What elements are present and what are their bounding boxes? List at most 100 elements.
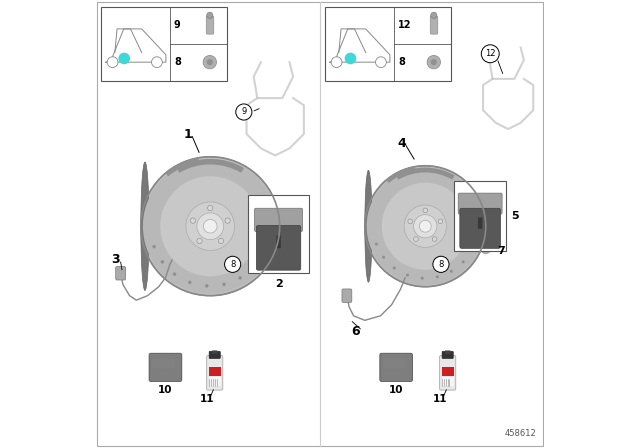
Text: 8: 8 (230, 260, 236, 269)
FancyBboxPatch shape (257, 225, 301, 270)
Circle shape (197, 238, 202, 244)
Wedge shape (396, 168, 454, 180)
Circle shape (481, 45, 499, 63)
Circle shape (432, 237, 437, 241)
FancyBboxPatch shape (101, 7, 227, 81)
FancyBboxPatch shape (383, 359, 405, 368)
Circle shape (190, 218, 196, 223)
Text: 2: 2 (275, 280, 282, 289)
Circle shape (413, 237, 419, 241)
FancyBboxPatch shape (207, 356, 223, 390)
FancyBboxPatch shape (342, 289, 352, 302)
Circle shape (107, 57, 118, 68)
Text: 8: 8 (398, 57, 405, 67)
FancyBboxPatch shape (248, 195, 308, 273)
Circle shape (419, 220, 431, 232)
FancyBboxPatch shape (430, 16, 438, 34)
Circle shape (427, 56, 440, 69)
Text: 5: 5 (511, 211, 519, 221)
FancyBboxPatch shape (255, 208, 303, 232)
Circle shape (438, 219, 443, 224)
Text: 3: 3 (111, 253, 120, 267)
Circle shape (205, 284, 209, 288)
Circle shape (186, 202, 234, 250)
Circle shape (204, 220, 217, 233)
Circle shape (222, 283, 226, 286)
Circle shape (461, 260, 465, 263)
FancyBboxPatch shape (442, 377, 454, 386)
Text: 4: 4 (397, 137, 406, 150)
Circle shape (376, 57, 387, 68)
Circle shape (207, 12, 213, 18)
FancyBboxPatch shape (458, 193, 502, 214)
Circle shape (436, 276, 439, 278)
FancyBboxPatch shape (445, 350, 451, 354)
Circle shape (365, 166, 486, 287)
Circle shape (218, 238, 223, 244)
Circle shape (475, 234, 478, 237)
Circle shape (367, 168, 484, 285)
FancyBboxPatch shape (276, 236, 281, 248)
FancyBboxPatch shape (209, 377, 221, 386)
Circle shape (173, 272, 176, 276)
Circle shape (207, 205, 213, 211)
FancyBboxPatch shape (442, 366, 454, 376)
Circle shape (332, 57, 342, 68)
Text: 458612: 458612 (504, 429, 536, 438)
Circle shape (431, 59, 437, 65)
Circle shape (238, 276, 242, 280)
FancyBboxPatch shape (152, 359, 174, 368)
FancyBboxPatch shape (212, 350, 218, 354)
Circle shape (225, 218, 230, 223)
Circle shape (225, 256, 241, 272)
Wedge shape (177, 159, 244, 173)
Text: 10: 10 (389, 385, 403, 395)
FancyBboxPatch shape (380, 353, 413, 382)
FancyBboxPatch shape (478, 217, 483, 229)
Ellipse shape (365, 170, 372, 282)
FancyBboxPatch shape (149, 353, 182, 382)
Circle shape (268, 235, 271, 238)
Text: 12: 12 (485, 49, 495, 58)
Circle shape (252, 266, 255, 269)
Ellipse shape (141, 162, 149, 290)
Text: 11: 11 (433, 394, 447, 404)
Text: 1: 1 (184, 128, 192, 141)
FancyBboxPatch shape (206, 16, 214, 34)
Circle shape (382, 256, 385, 259)
FancyBboxPatch shape (440, 356, 456, 390)
FancyBboxPatch shape (460, 208, 500, 248)
Circle shape (393, 267, 396, 270)
FancyBboxPatch shape (442, 351, 453, 358)
FancyBboxPatch shape (116, 267, 125, 280)
Text: 11: 11 (200, 394, 214, 404)
Circle shape (118, 53, 130, 65)
Circle shape (470, 248, 473, 251)
Circle shape (188, 280, 191, 284)
Text: 8: 8 (174, 57, 181, 67)
Text: 9: 9 (174, 20, 180, 30)
Circle shape (381, 183, 469, 270)
Text: 10: 10 (158, 385, 173, 395)
FancyBboxPatch shape (97, 2, 543, 446)
FancyBboxPatch shape (454, 181, 506, 251)
Circle shape (406, 274, 409, 276)
Circle shape (262, 251, 266, 255)
Circle shape (143, 159, 278, 293)
Circle shape (404, 205, 447, 247)
Text: 8: 8 (438, 260, 444, 269)
Text: 6: 6 (351, 325, 360, 338)
Circle shape (161, 260, 164, 263)
Text: 9: 9 (241, 108, 246, 116)
Circle shape (152, 245, 156, 248)
Circle shape (207, 59, 213, 65)
FancyBboxPatch shape (325, 7, 451, 81)
Circle shape (423, 208, 428, 213)
Circle shape (344, 53, 356, 65)
Circle shape (236, 104, 252, 120)
Circle shape (408, 219, 412, 224)
Circle shape (375, 242, 378, 246)
Circle shape (152, 57, 163, 68)
Circle shape (197, 213, 223, 240)
Text: 12: 12 (398, 20, 412, 30)
